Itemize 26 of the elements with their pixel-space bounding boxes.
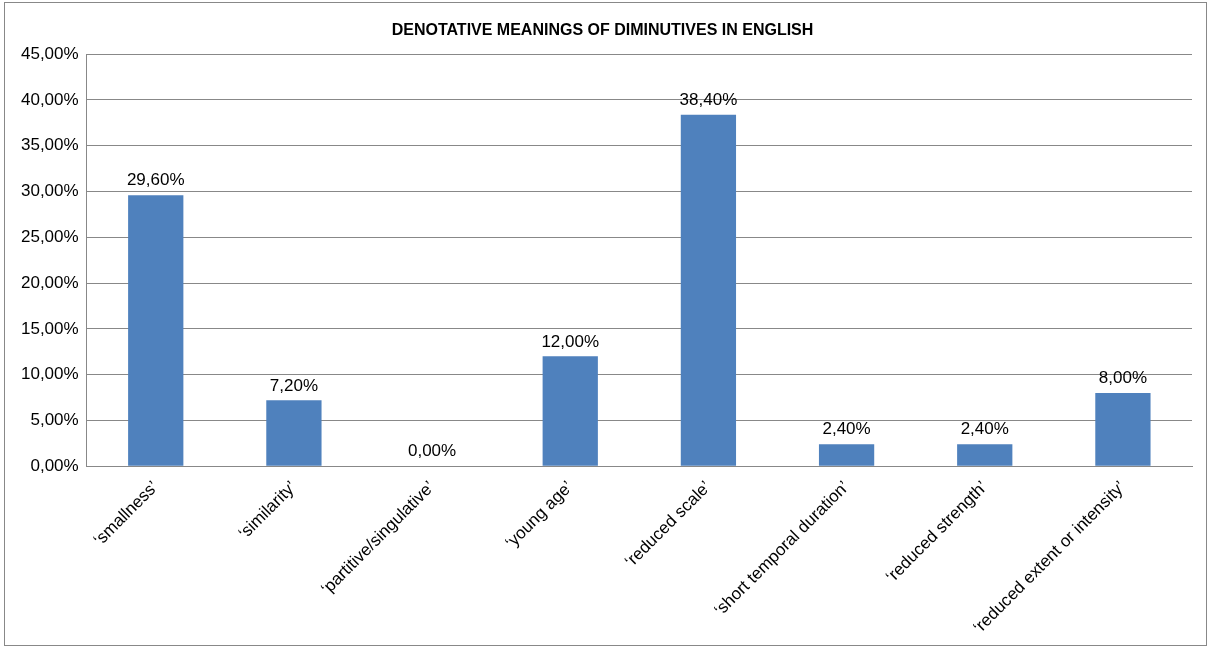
y-tick-label: 40,00% [20, 89, 79, 109]
y-tick-label: 10,00% [20, 364, 79, 384]
bar [818, 444, 875, 466]
data-label: 2,40% [822, 419, 871, 439]
data-label: 0,00% [407, 441, 457, 461]
chart-title: DENOTATIVE MEANINGS OF DIMINUTIVES IN ENGLISH [391, 21, 814, 39]
bar [1095, 392, 1151, 466]
data-label: 29,60% [126, 170, 185, 190]
bar [542, 356, 598, 466]
bar [128, 195, 184, 466]
data-label: 2,40% [960, 419, 1009, 439]
data-label: 38,40% [679, 89, 738, 109]
y-tick-label: 25,00% [20, 227, 79, 247]
bar [680, 114, 737, 466]
y-tick-label: 30,00% [20, 181, 79, 201]
y-tick-label: 5,00% [30, 410, 79, 430]
data-label: 12,00% [541, 331, 600, 351]
y-tick-label: 35,00% [20, 135, 79, 155]
data-label: 7,20% [269, 375, 319, 395]
bar [266, 400, 322, 466]
y-tick-label: 0,00% [30, 455, 79, 475]
data-label: 8,00% [1098, 368, 1148, 388]
bar [957, 444, 1013, 466]
y-tick-label: 20,00% [20, 272, 79, 292]
y-tick-label: 45,00% [20, 43, 79, 63]
y-tick-label: 15,00% [20, 318, 79, 338]
